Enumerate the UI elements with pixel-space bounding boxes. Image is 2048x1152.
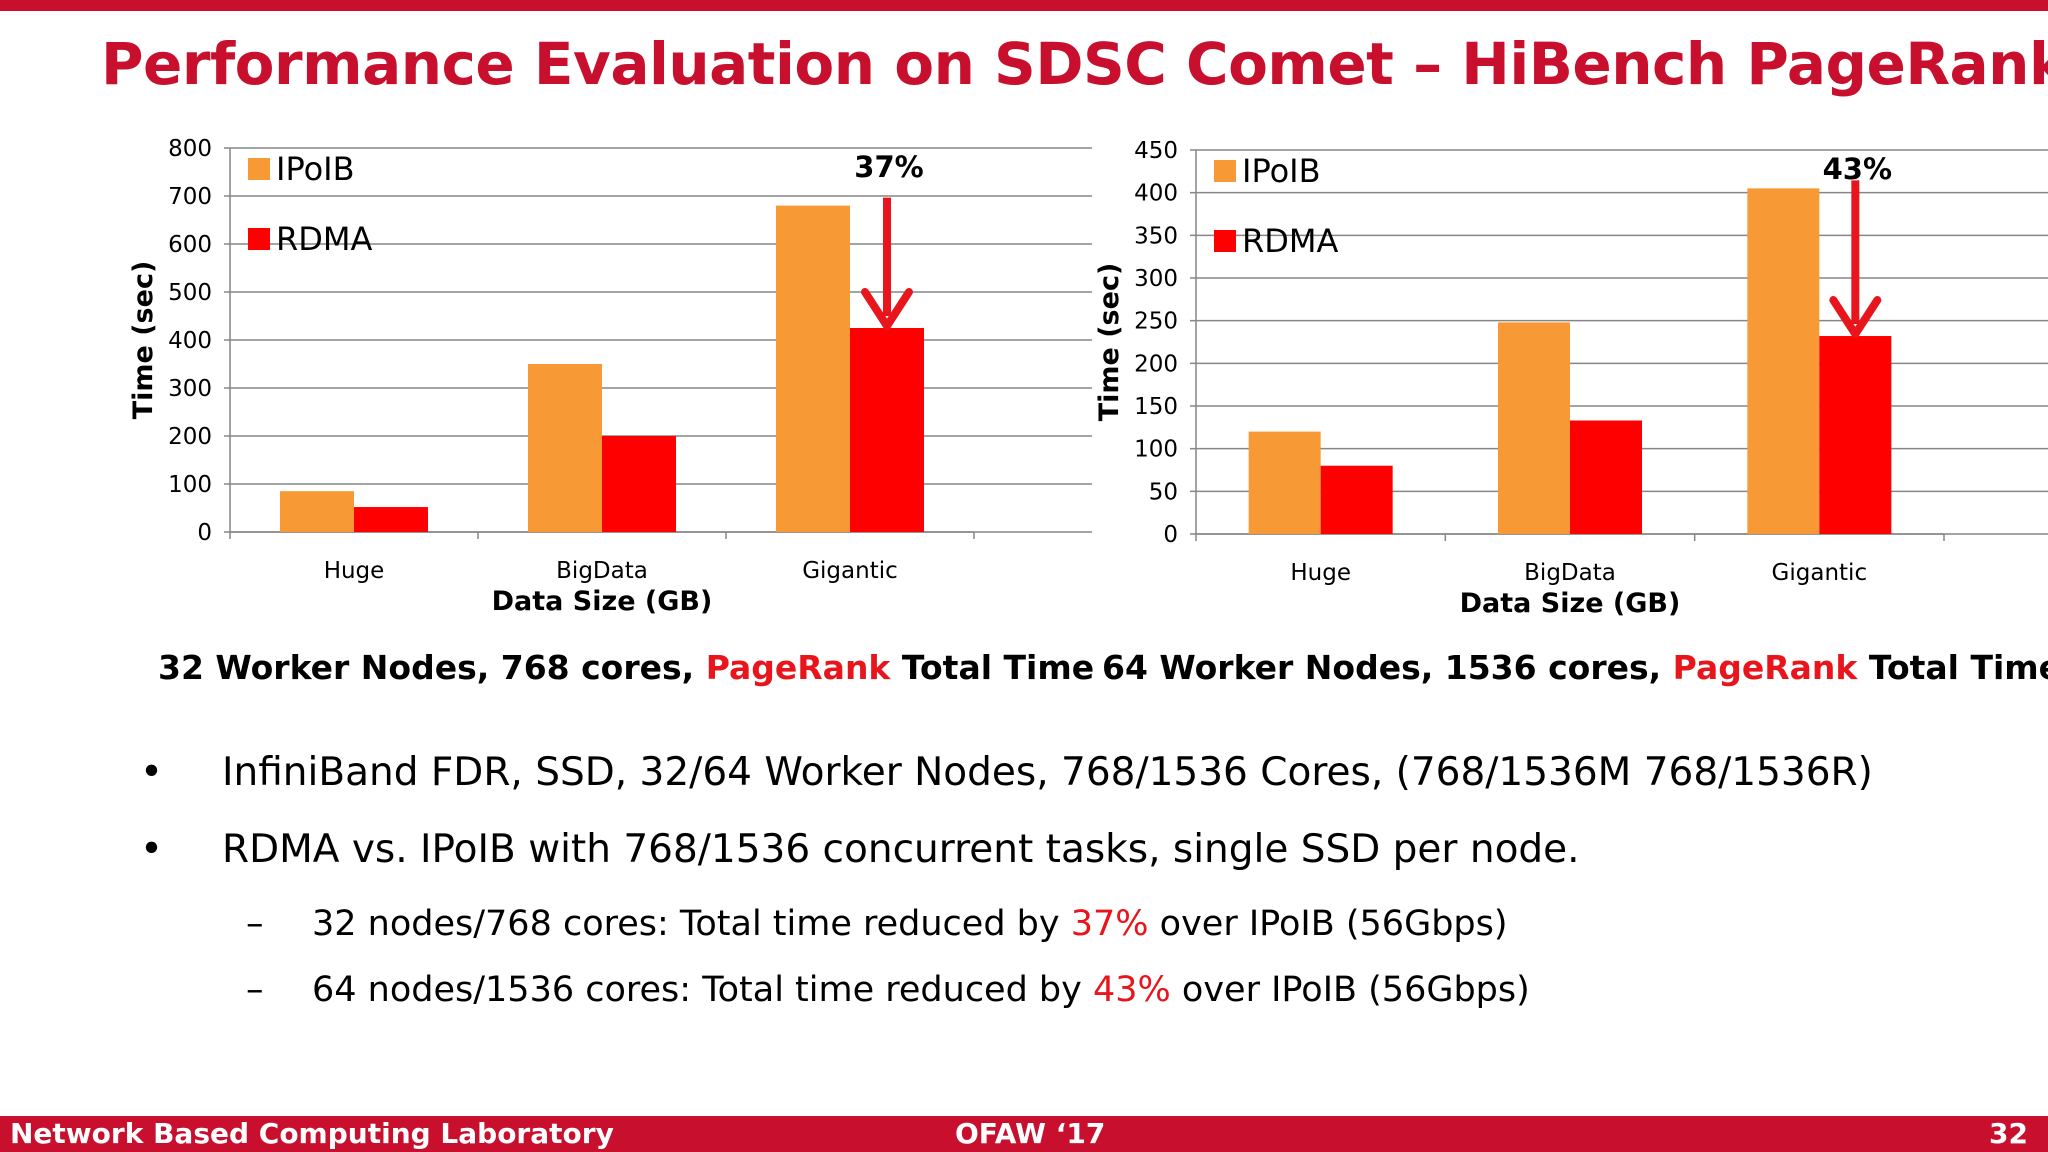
bar-ipoib-gigantic: [776, 205, 850, 532]
legend-label-rdma: RDMA: [276, 220, 372, 258]
y-tick-label: 400: [168, 328, 212, 354]
y-tick-label: 300: [168, 376, 212, 402]
sub-bullet-highlight: 43%: [1093, 970, 1171, 1010]
y-tick-label: 300: [1134, 266, 1178, 292]
sub-bullet-suffix: over IPoIB (56Gbps): [1148, 904, 1508, 944]
bar-rdma-bigdata: [602, 436, 676, 532]
bar-ipoib-huge: [280, 491, 354, 532]
legend-label-ipoib: IPoIB: [1242, 152, 1321, 190]
bar-ipoib-gigantic: [1747, 188, 1820, 534]
sub-bullet-prefix: 32 nodes/768 cores: Total time reduced b…: [312, 904, 1071, 944]
caption-prefix: 32 Worker Nodes, 768 cores,: [158, 648, 706, 687]
y-axis-title: Time (sec): [1094, 263, 1125, 422]
reduction-arrow-head: [1829, 296, 1882, 339]
x-tick-label: Gigantic: [802, 558, 898, 584]
bar-rdma-bigdata: [1570, 420, 1642, 534]
bar-rdma-gigantic: [850, 328, 924, 532]
reduction-arrow-head: [861, 288, 913, 330]
chart-64-nodes: 0 50 100 150 200 250 300 350 400 450 Huge BigData Gi…: [1040, 130, 2048, 650]
sub-bullet-text: 32 nodes/768 cores: Total time reduced b…: [312, 904, 1508, 944]
chart-32-nodes-svg: 0 100 200 300 400 500 600 700 800 Huge BigData Giga…: [128, 136, 1092, 617]
sub-bullet-text: 64 nodes/1536 cores: Total time reduced …: [312, 970, 1530, 1010]
top-accent-bar: [0, 0, 2048, 11]
caption-prefix: 64 Worker Nodes, 1536 cores,: [1102, 648, 1673, 687]
y-tick-label: 450: [1134, 138, 1178, 164]
chart-32-nodes: 0 100 200 300 400 500 600 700 800 Huge BigData Giga…: [110, 130, 1092, 650]
bar-ipoib-huge: [1248, 431, 1321, 534]
footer-lab-name: Network Based Computing Laboratory: [10, 1117, 614, 1150]
y-tick-label: 0: [1163, 522, 1178, 548]
y-tick-label: 0: [197, 520, 212, 546]
bar-ipoib-bigdata: [1498, 322, 1570, 534]
bullet-dot: •: [140, 827, 164, 872]
reduction-annotation: 37%: [854, 150, 923, 184]
y-tick-label: 350: [1134, 223, 1178, 249]
footer-bar: Network Based Computing Laboratory OFAW …: [0, 1116, 2048, 1152]
caption-suffix: Total Time: [890, 648, 1095, 687]
reduction-annotation: 43%: [1823, 152, 1892, 186]
bullet-text: RDMA vs. IPoIB with 768/1536 concurrent …: [222, 827, 1580, 872]
sub-bullet-highlight: 37%: [1070, 904, 1149, 944]
bullet-text: InfiniBand FDR, SSD, 32/64 Worker Nodes,…: [222, 750, 1873, 795]
bar-rdma-huge: [1320, 465, 1393, 534]
caption-32-nodes: 32 Worker Nodes, 768 cores, PageRank Tot…: [158, 648, 1094, 687]
y-tick-label: 600: [168, 232, 212, 258]
x-tick-label: BigData: [556, 558, 648, 584]
y-tick-label: 50: [1149, 479, 1178, 505]
legend-label-ipoib: IPoIB: [276, 150, 355, 188]
x-tick-label: BigData: [1524, 560, 1616, 586]
sub-bullet-suffix: over IPoIB (56Gbps): [1170, 970, 1530, 1010]
bar-rdma-huge: [354, 507, 428, 532]
y-tick-label: 200: [168, 424, 212, 450]
caption-suffix: Total Time: [1857, 648, 2048, 687]
legend-swatch-rdma: [248, 228, 270, 250]
x-tick-label: Gigantic: [1772, 560, 1868, 586]
y-tick-label: 100: [1134, 437, 1178, 463]
y-tick-label: 100: [168, 472, 212, 498]
y-axis-title: Time (sec): [128, 261, 159, 420]
footer-event: OFAW ‘17: [955, 1117, 1106, 1150]
x-axis-title: Data Size (GB): [1460, 588, 1681, 619]
y-tick-label: 400: [1134, 181, 1178, 207]
y-tick-label: 250: [1134, 309, 1178, 335]
y-tick-label: 200: [1134, 351, 1178, 377]
bar-rdma-gigantic: [1819, 336, 1892, 534]
y-tick-label: 500: [168, 280, 212, 306]
caption-highlight: PageRank: [1672, 648, 1858, 687]
y-tick-label: 800: [168, 136, 212, 162]
legend-swatch-ipoib: [1214, 160, 1236, 182]
caption-64-nodes: 64 Worker Nodes, 1536 cores, PageRank To…: [1102, 648, 2048, 687]
legend-swatch-rdma: [1214, 230, 1236, 252]
y-tick-label: 150: [1134, 394, 1178, 420]
bar-ipoib-bigdata: [528, 364, 602, 532]
x-tick-label: Huge: [324, 558, 385, 584]
bullet-dot: •: [140, 750, 164, 795]
legend-swatch-ipoib: [248, 158, 270, 180]
chart-64-nodes-svg: 0 50 100 150 200 250 300 350 400 450 Huge BigData Gi…: [1094, 138, 2048, 619]
caption-highlight: PageRank: [705, 648, 891, 687]
legend-label-rdma: RDMA: [1242, 222, 1338, 260]
footer-page-number: 32: [1989, 1117, 2028, 1150]
sub-bullet-dash: –: [246, 904, 264, 944]
sub-bullet-dash: –: [246, 970, 264, 1010]
x-axis-title: Data Size (GB): [492, 586, 713, 617]
slide-title: Performance Evaluation on SDSC Comet – H…: [101, 30, 2048, 98]
x-tick-label: Huge: [1290, 560, 1351, 586]
sub-bullet-prefix: 64 nodes/1536 cores: Total time reduced …: [312, 970, 1093, 1010]
y-tick-label: 700: [168, 184, 212, 210]
